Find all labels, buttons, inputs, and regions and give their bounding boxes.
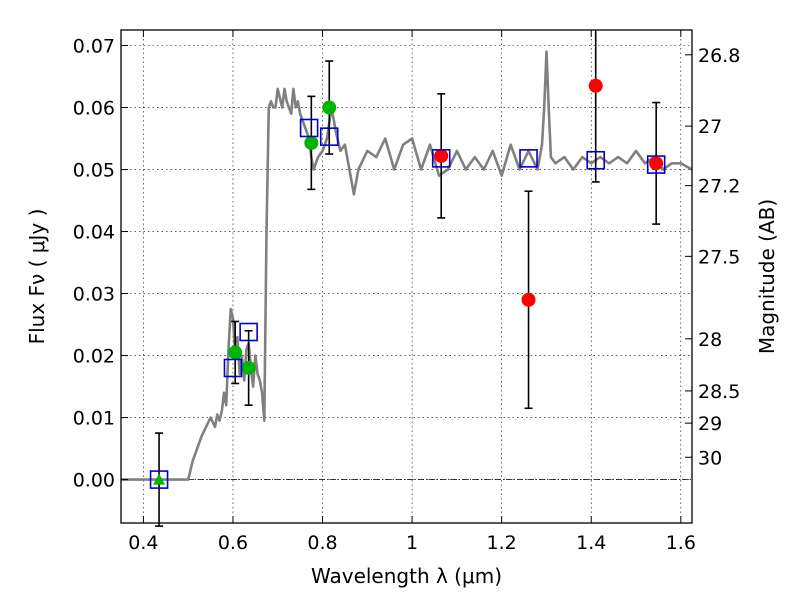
model-flux-square bbox=[223, 358, 243, 378]
x-tick-label: 0.6 bbox=[218, 532, 248, 554]
model-flux-square bbox=[519, 149, 538, 168]
x-tick-label: 1 bbox=[406, 532, 418, 554]
data-point-circle bbox=[304, 135, 319, 150]
plot-frame bbox=[120, 29, 693, 524]
y2-axis-title: Magnitude (AB) bbox=[755, 199, 779, 354]
y-tick-label: 0.01 bbox=[73, 408, 115, 430]
model-flux-square bbox=[149, 470, 169, 489]
model-spectrum-line bbox=[121, 50, 693, 481]
model-flux-square bbox=[431, 149, 451, 168]
data-point-circle bbox=[434, 148, 449, 163]
data-point-circle bbox=[521, 292, 536, 307]
data-markers bbox=[149, 78, 666, 489]
data-point-circle bbox=[588, 78, 603, 93]
model-flux-square bbox=[299, 118, 319, 138]
error-bars bbox=[155, 30, 661, 527]
model-flux-square bbox=[646, 155, 666, 174]
x-tick-label: 0.8 bbox=[307, 532, 337, 554]
magnitude-tick-label: 27.2 bbox=[698, 176, 740, 198]
x-tick-label: 1.4 bbox=[576, 532, 606, 554]
x-axis-title: Wavelength λ (μm) bbox=[311, 564, 502, 588]
y-tick-labels: 0.00 0.01 0.02 0.03 0.04 0.05 0.06 0.07 bbox=[73, 36, 115, 492]
x-tick-label: 1.6 bbox=[666, 532, 696, 554]
magnitude-tick-label: 27 bbox=[698, 116, 722, 138]
grid bbox=[121, 30, 692, 523]
y-tick-label: 0.04 bbox=[73, 222, 115, 244]
data-point-circle bbox=[241, 360, 256, 375]
magnitude-tick-label: 27.5 bbox=[698, 246, 740, 268]
y-tick-label: 0.03 bbox=[73, 284, 115, 306]
magnitude-tick-labels: 26.8 27 27.2 27.5 28 28.5 29 30 bbox=[698, 45, 740, 469]
magnitude-tick-label: 26.8 bbox=[698, 45, 740, 67]
x-tick-label: 1.2 bbox=[487, 532, 517, 554]
x-tick-labels: 0.4 0.6 0.8 1 1.2 1.4 1.6 bbox=[128, 532, 696, 554]
y-tick-label: 0.02 bbox=[73, 346, 115, 368]
x-tick-label: 0.4 bbox=[128, 532, 158, 554]
y-tick-label: 0.00 bbox=[73, 470, 115, 492]
y-tick-label: 0.07 bbox=[73, 36, 115, 58]
model-flux-square bbox=[586, 150, 606, 170]
magnitude-tick-label: 30 bbox=[698, 447, 722, 469]
y-tick-label: 0.05 bbox=[73, 160, 115, 182]
magnitude-tick-label: 28 bbox=[698, 329, 722, 351]
y-tick-label: 0.06 bbox=[73, 98, 115, 120]
model-flux-square bbox=[239, 322, 258, 342]
data-point-circle bbox=[228, 345, 243, 360]
tick-marks bbox=[121, 30, 692, 523]
data-point-circle bbox=[649, 156, 664, 171]
magnitude-tick-label: 28.5 bbox=[698, 381, 740, 403]
data-point-triangle bbox=[153, 473, 166, 485]
model-flux-square bbox=[319, 127, 339, 146]
magnitude-tick-label: 29 bbox=[698, 413, 722, 435]
y-axis-title: Flux Fν ( μJy ) bbox=[25, 209, 49, 345]
data-point-circle bbox=[322, 100, 337, 115]
model-spectrum bbox=[121, 50, 693, 481]
